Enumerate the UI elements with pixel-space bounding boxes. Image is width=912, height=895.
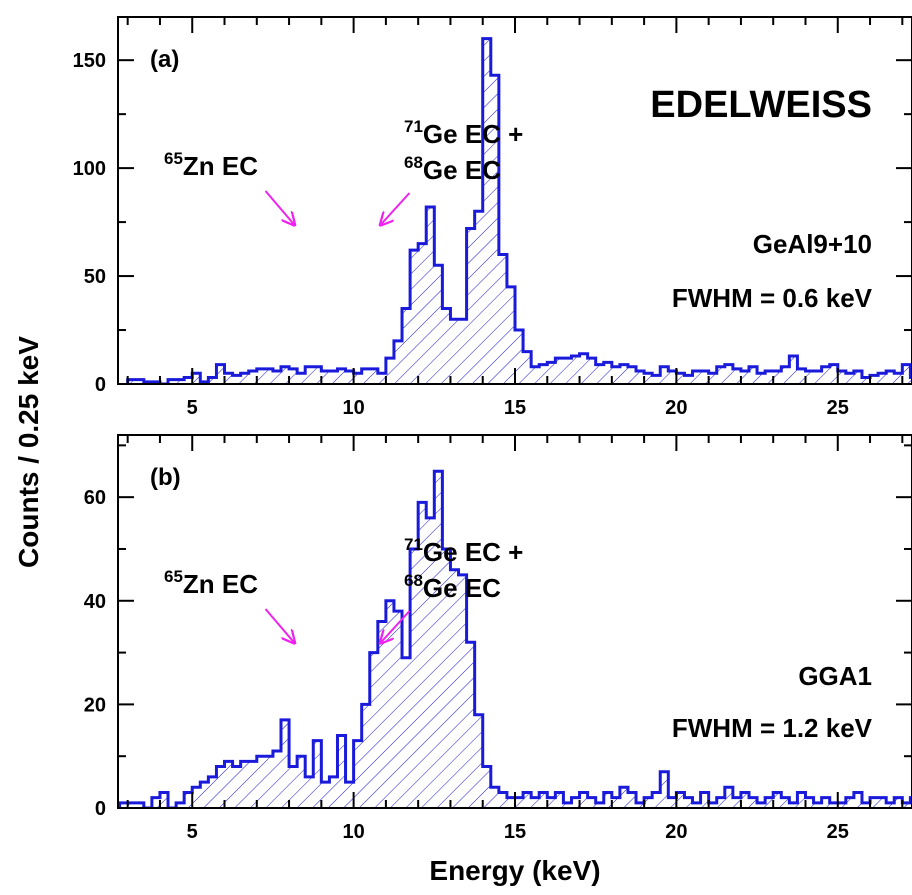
panel-label: (b) [150, 464, 181, 491]
ge68-text: Ge EC [423, 573, 501, 603]
y-tick-label: 60 [84, 487, 106, 509]
ge71-isotope: 71 [404, 535, 423, 554]
zn-ec-text: Zn EC [183, 151, 258, 181]
zn-ec-label: 65Zn EC [164, 567, 258, 599]
detector-label: GeAl9+10 [753, 229, 872, 259]
ge71-text: Ge EC + [423, 537, 523, 567]
y-tick-label: 0 [95, 798, 106, 820]
x-axis-title: Energy (keV) [429, 855, 600, 886]
y-tick-label: 40 [84, 591, 106, 613]
histogram-outline [118, 469, 912, 808]
zn-ec-label: 65Zn EC [164, 149, 258, 181]
panel-b: 5 10 15 20 25 0 20 40 60 (b) GGA1 FWHM = 1.2 keV 65Z… [84, 434, 912, 843]
x-tick-label: 25 [827, 821, 849, 843]
ge-arrow [380, 610, 411, 643]
y-tick-label: 150 [73, 50, 106, 72]
zn-isotope: 65 [164, 567, 183, 586]
y-tick-label: 0 [95, 374, 106, 396]
ge71-isotope: 71 [404, 117, 423, 136]
zn-arrow [264, 190, 295, 225]
y-tick-label: 20 [84, 694, 106, 716]
x-tick-label: 20 [665, 397, 687, 419]
x-tick-label: 25 [827, 397, 849, 419]
ge-arrow [380, 192, 411, 225]
ge71-text: Ge EC + [423, 119, 523, 149]
histogram-fill [119, 471, 912, 808]
panel-a: 5 10 15 20 25 0 50 100 150 (a) EDELWEISS GeAl9+10 FW… [73, 16, 912, 419]
x-tick-label: 5 [187, 821, 198, 843]
ge68-text: Ge EC [423, 155, 501, 185]
zn-ec-text: Zn EC [183, 569, 258, 599]
ge68-label: 68Ge EC [404, 571, 501, 603]
ge68-isotope: 68 [404, 571, 423, 590]
resolution-label: FWHM = 0.6 keV [672, 283, 873, 313]
ge68-isotope: 68 [404, 153, 423, 172]
y-tick-label: 50 [84, 266, 106, 288]
x-tick-label: 10 [342, 397, 364, 419]
histogram [118, 469, 912, 808]
ge68-label: 68Ge EC [404, 153, 501, 185]
panel-label: (a) [150, 46, 179, 73]
x-tick-label: 15 [504, 397, 526, 419]
zn-isotope: 65 [164, 149, 183, 168]
experiment-label: EDELWEISS [650, 84, 872, 126]
x-tick-label: 10 [342, 821, 364, 843]
ge71-label: 71Ge EC + [404, 535, 523, 567]
y-tick-label: 100 [73, 158, 106, 180]
x-tick-label: 5 [187, 397, 198, 419]
x-tick-label: 15 [504, 821, 526, 843]
histogram-outline [126, 37, 912, 384]
y-axis-title: Counts / 0.25 keV [13, 336, 44, 568]
x-tick-label: 20 [665, 821, 687, 843]
histogram [126, 37, 912, 384]
ge71-label: 71Ge EC + [404, 117, 523, 149]
zn-arrow [264, 608, 295, 643]
resolution-label: FWHM = 1.2 keV [672, 713, 873, 743]
detector-label: GGA1 [798, 661, 872, 691]
plot-frame [117, 434, 912, 809]
